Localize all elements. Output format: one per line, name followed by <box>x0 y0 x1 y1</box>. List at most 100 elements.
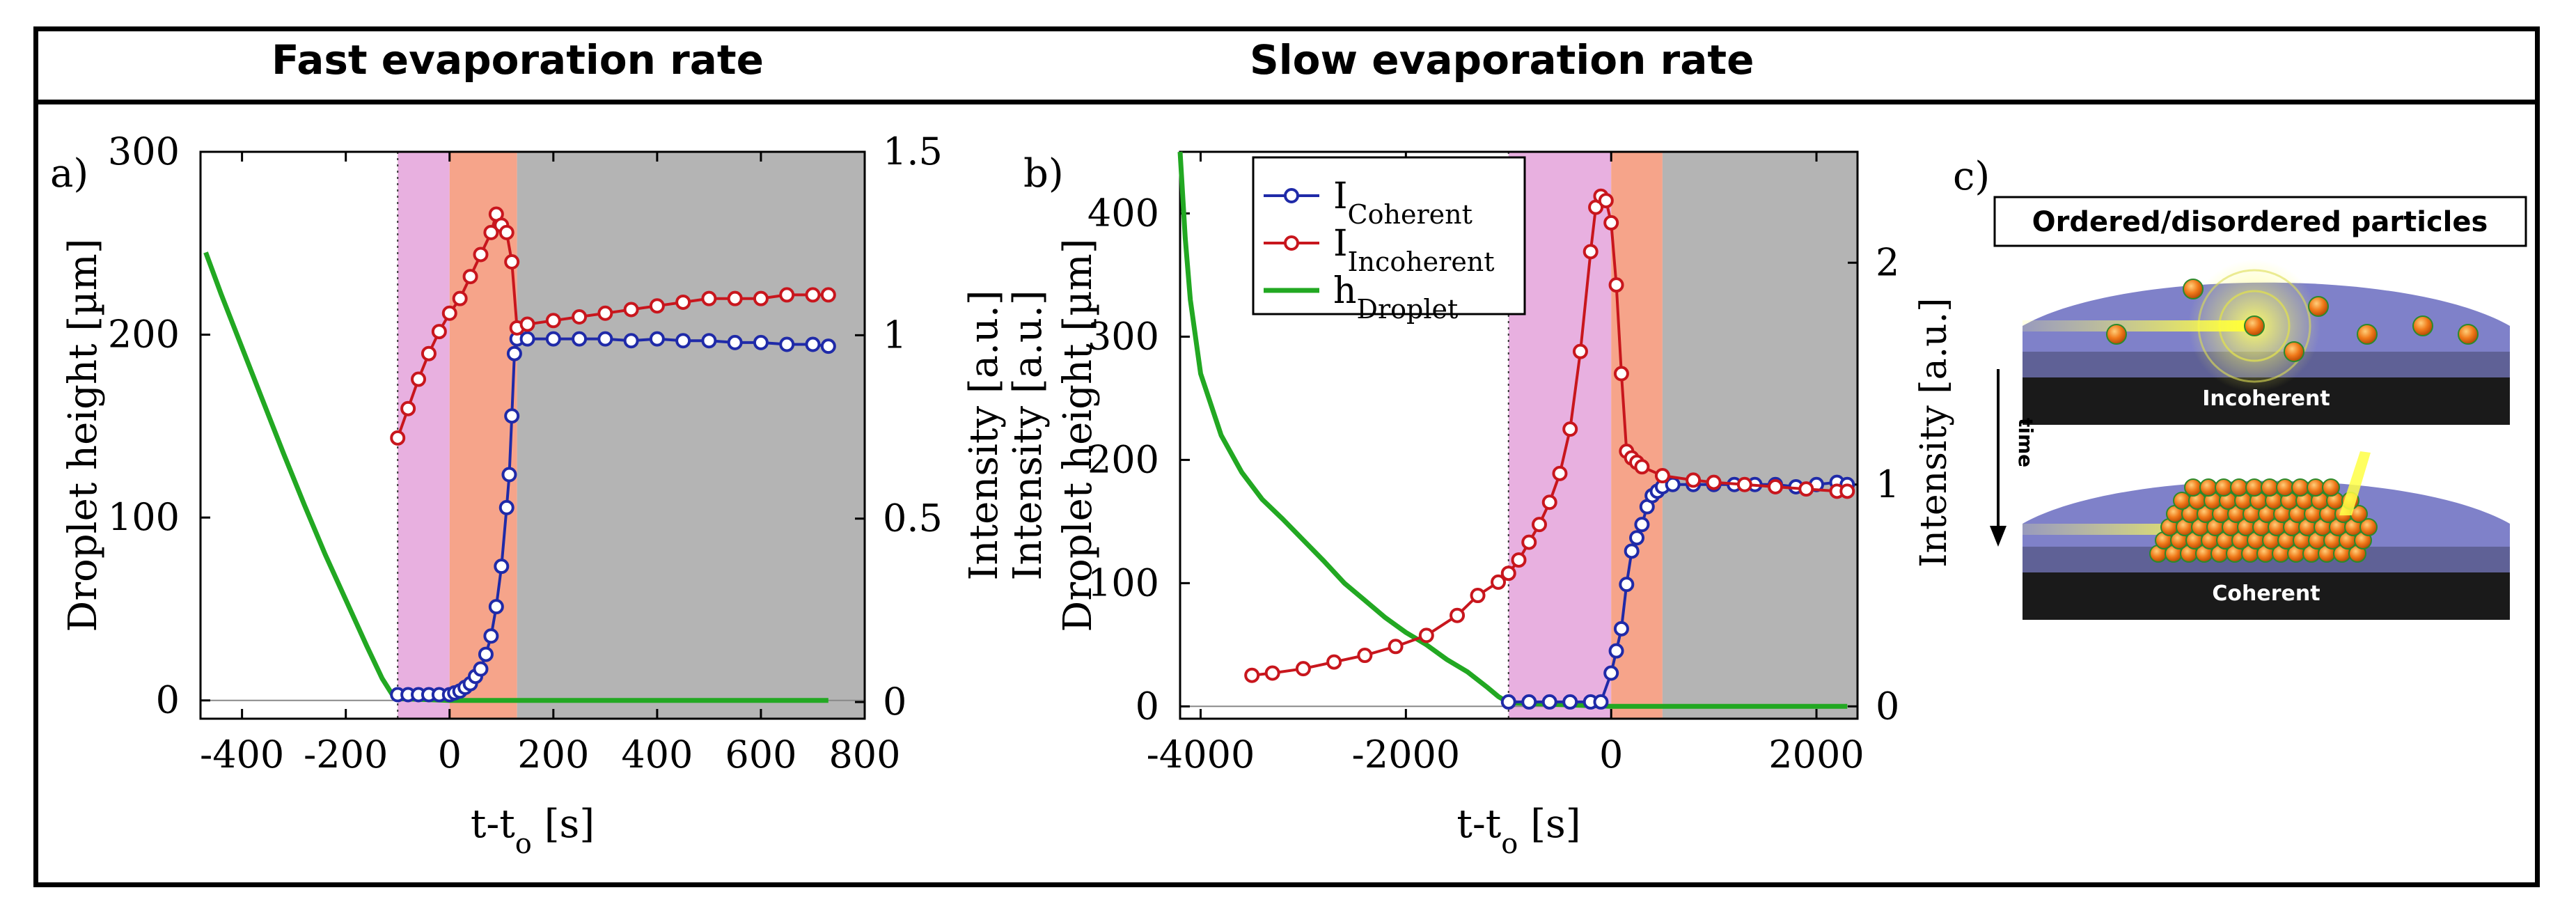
shaded-region <box>1662 152 1858 719</box>
incoherent-caption: Incoherent <box>2202 387 2330 411</box>
data-point-i-coherent <box>1541 694 1557 710</box>
legend-marker <box>1284 188 1299 203</box>
data-point-i-incoherent <box>1388 639 1404 655</box>
data-point-i-incoherent <box>623 302 639 318</box>
x-tick-label: 2000 <box>1768 733 1864 777</box>
data-point-i-coherent <box>501 467 517 483</box>
panel-c-schematic: c) Ordered/disordered particles Intensit… <box>1913 154 2527 620</box>
data-point-i-incoherent <box>1357 648 1373 664</box>
data-point-i-incoherent <box>431 324 447 340</box>
data-point-i-incoherent <box>1450 607 1466 623</box>
particle <box>2458 324 2479 345</box>
data-point-i-coherent <box>623 333 639 349</box>
crystal-particle <box>2230 478 2248 497</box>
data-point-i-incoherent <box>779 287 795 303</box>
crystal-particle <box>2307 478 2325 497</box>
y-tick-label: 300 <box>108 130 180 173</box>
series-line-h-droplet <box>1177 151 1848 709</box>
data-point-i-incoherent <box>390 430 406 446</box>
crystal-particle <box>2173 492 2191 510</box>
y-axis-label: Droplet height [µm] <box>61 238 106 632</box>
data-point-i-incoherent <box>1598 193 1614 209</box>
x-tick-label: -400 <box>200 733 284 777</box>
data-point-i-coherent <box>483 628 499 644</box>
data-point-i-incoherent <box>649 298 665 314</box>
data-point-i-incoherent <box>1582 244 1599 260</box>
data-point-i-incoherent <box>1500 565 1516 582</box>
header-fast: Fast evaporation rate <box>272 36 764 84</box>
x-tick-label: -4000 <box>1147 733 1255 777</box>
data-point-i-coherent <box>1629 530 1645 546</box>
diffracted-beam <box>2339 451 2371 515</box>
data-point-i-incoherent <box>1736 476 1752 492</box>
axes-frame <box>1179 150 1859 720</box>
panel-b-chart: b) -4000 -2000 0 2000 0 100 200 300 400 0 1 2 t-to [… <box>1005 150 1899 860</box>
data-point-i-coherent <box>494 559 510 575</box>
data-point-i-coherent <box>473 661 489 677</box>
data-point-i-incoherent <box>1562 421 1578 437</box>
axes-frame <box>199 150 866 720</box>
data-point-i-coherent <box>1613 621 1629 637</box>
data-point-i-incoherent <box>1654 468 1670 484</box>
data-point-i-incoherent <box>400 400 416 416</box>
particle <box>2284 341 2304 362</box>
x-tick-label: 0 <box>1599 733 1623 777</box>
data-point-i-incoherent <box>701 290 717 306</box>
data-point-i-incoherent <box>1613 366 1629 382</box>
data-point-i-incoherent <box>1768 478 1784 494</box>
data-point-i-incoherent <box>504 254 520 270</box>
particle <box>2183 279 2204 299</box>
panel-a-label: a) <box>50 151 88 196</box>
data-point-i-incoherent <box>1541 494 1557 510</box>
data-point-i-incoherent <box>498 224 515 240</box>
x-tick-label: 200 <box>517 733 589 777</box>
x-tick-label: -200 <box>304 733 388 777</box>
x-tick-label: 600 <box>725 733 796 777</box>
data-point-i-incoherent <box>545 313 561 329</box>
y-axis-label-intensity: Intensity [a.u.] <box>1005 290 1051 580</box>
data-point-i-coherent <box>1608 643 1624 659</box>
y2-tick-label: 1 <box>1876 462 1899 506</box>
particle <box>2308 296 2329 317</box>
data-point-i-coherent <box>701 333 717 349</box>
data-point-i-coherent <box>506 345 522 361</box>
crystal-particle <box>2359 518 2378 536</box>
legend-label: IIncoherent <box>1333 223 1495 277</box>
data-point-i-coherent <box>478 646 494 662</box>
data-point-i-incoherent <box>411 371 427 387</box>
x-tick-label: 800 <box>828 733 900 777</box>
y2-axis-label: Intensity [a.u.] <box>961 290 1007 580</box>
x-tick-label: 0 <box>438 733 462 777</box>
x-axis-label: t-to [s] <box>471 802 595 860</box>
legend-label: ICoherent <box>1333 175 1472 230</box>
crystal-particle <box>2199 478 2217 497</box>
data-point-i-coherent <box>597 331 613 347</box>
data-point-i-incoherent <box>1418 627 1434 643</box>
data-point-i-incoherent <box>1608 277 1624 293</box>
data-point-i-coherent <box>1634 517 1650 533</box>
data-point-i-coherent <box>675 333 691 349</box>
data-point-i-coherent <box>727 334 743 350</box>
data-point-i-coherent <box>519 331 535 347</box>
crystal-particle <box>2245 478 2263 497</box>
y-tick-label: 300 <box>1087 314 1159 358</box>
y-tick-label: 200 <box>1087 437 1159 481</box>
x-tick-label: -2000 <box>1351 733 1460 777</box>
data-point-i-coherent <box>1619 577 1635 593</box>
y2-tick-label: 2 <box>1876 240 1899 284</box>
data-point-i-coherent <box>498 499 515 515</box>
y-tick-label: 100 <box>1087 561 1159 604</box>
data-point-i-coherent <box>1593 694 1609 710</box>
particle <box>2244 315 2265 336</box>
y2-tick-label: 0 <box>1876 684 1899 728</box>
data-point-i-incoherent <box>1295 661 1311 677</box>
data-point-i-coherent <box>545 331 561 347</box>
y-tick-label: 100 <box>108 495 180 539</box>
coherent-schematic: Coherent <box>2023 451 2510 620</box>
crystal-particle <box>2322 478 2340 497</box>
data-point-i-coherent <box>649 331 665 347</box>
crystal-particle <box>2215 478 2233 497</box>
panel-c-title: Ordered/disordered particles <box>2032 206 2488 238</box>
data-point-i-incoherent <box>1706 474 1722 490</box>
legend-marker <box>1284 235 1299 251</box>
